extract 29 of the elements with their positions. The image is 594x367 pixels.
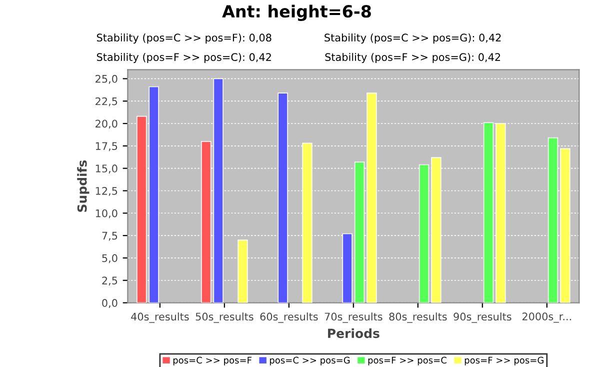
legend-label: pos=F >> pos=C <box>368 356 446 366</box>
y-tick-label: 0,0 <box>102 299 118 308</box>
y-tick-label: 7,5 <box>102 232 118 241</box>
y-tick-label: 2,5 <box>102 276 118 286</box>
y-tick-label: 15,0 <box>96 164 118 174</box>
legend-label: pos=F >> pos=G <box>464 356 544 366</box>
legend-label: pos=C >> pos=G <box>270 356 350 366</box>
y-tick-label: 20,0 <box>96 120 118 129</box>
x-tick-label: 40s_results <box>131 312 189 323</box>
x-tick-label: 90s_results <box>454 312 512 323</box>
y-tick-label: 25,0 <box>96 74 118 84</box>
text: Stability (pos=F >> pos=C): 0,42 <box>96 52 271 64</box>
chart-title: Ant: height=6-8 <box>222 4 371 21</box>
x-tick-label: 50s_results <box>196 312 254 323</box>
y-axis-title: Supdifs <box>77 160 90 212</box>
x-tick-label: 70s_results <box>324 312 382 323</box>
x-tick-label: 2000s_r... <box>522 312 571 323</box>
x-axis-title: Periods <box>328 328 380 338</box>
text: Stability (pos=F >> pos=G): 0,42 <box>325 52 500 64</box>
x-tick-label: 80s_results <box>389 312 447 323</box>
legend-label: pos=C >> pos=F <box>173 356 252 366</box>
text: Stability (pos=C >> pos=F): 0,08 <box>96 33 272 44</box>
y-tick-label: 12,5 <box>96 186 118 196</box>
x-tick-label: 60s_results <box>260 312 318 323</box>
y-tick-label: 10,0 <box>96 209 118 218</box>
y-tick-label: 22,5 <box>96 97 118 106</box>
y-tick-label: 17,5 <box>96 142 118 152</box>
text: Stability (pos=C >> pos=G): 0,42 <box>324 33 501 44</box>
y-tick-label: 5,0 <box>102 254 118 264</box>
